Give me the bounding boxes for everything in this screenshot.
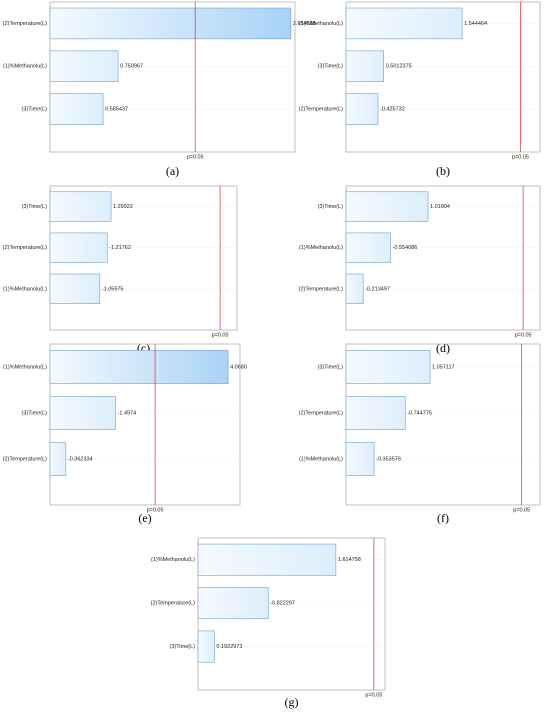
value-label: -0.362334 xyxy=(68,456,93,462)
category-label: (3)Time(L) xyxy=(22,410,48,416)
bar xyxy=(345,396,406,430)
value-label: 1.544464 xyxy=(464,21,487,27)
value-label: -1.21762 xyxy=(109,245,131,251)
caption: (b) xyxy=(436,164,450,178)
value-label: 1.057117 xyxy=(432,364,455,370)
value-label: 4.0680 xyxy=(230,364,247,370)
category-label: (2)Temperature(L) xyxy=(3,245,47,251)
category-label: (2)Temperature(L) xyxy=(3,21,47,27)
bar xyxy=(49,273,101,304)
category-label: (1)%Methanolu(L) xyxy=(299,21,343,27)
value-label: 0.585437 xyxy=(105,107,128,113)
chart: 4.0680 (1)%Methanolu(L) -1.4974 (3)Time(L) -… xyxy=(3,343,247,525)
category-label: (2)Temperature(L) xyxy=(299,286,343,292)
bar xyxy=(197,630,215,663)
chart: 1.01904 (3)Time(L) -0.554086 (1)%Methanolu(… xyxy=(299,185,541,355)
bar xyxy=(49,7,292,40)
caption: (d) xyxy=(436,341,450,355)
bar xyxy=(49,350,229,384)
category-label: (1)%Methanolu(L) xyxy=(299,456,343,462)
category-label: (2)Temperature(L) xyxy=(3,456,47,462)
value-label: 1.01904 xyxy=(430,204,450,210)
bar xyxy=(345,7,463,40)
bar xyxy=(345,273,364,304)
value-label: -1.4974 xyxy=(118,410,137,416)
bar xyxy=(345,232,391,263)
bar xyxy=(345,350,431,384)
chart: 1.057117 (3)Time(L) -0.744775 (2)Temperatur… xyxy=(299,343,541,525)
caption: (e) xyxy=(138,511,151,525)
bar xyxy=(197,543,337,576)
value-label: -0.353576 xyxy=(376,456,401,462)
value-label: -1.05975 xyxy=(102,286,124,292)
category-label: (2)Temperature(L) xyxy=(299,410,343,416)
category-label: (3)Time(L) xyxy=(22,107,48,113)
caption: (a) xyxy=(166,164,179,178)
value-label: 0.5012375 xyxy=(386,64,412,70)
bar xyxy=(49,396,116,430)
reference-label: p=0.05 xyxy=(512,154,529,160)
bar xyxy=(49,232,108,263)
category-label: (3)Time(L) xyxy=(22,204,48,210)
chart: 1.544464 (1)%Methanolu(L) 0.5012375 (3)Time… xyxy=(299,1,541,178)
value-label: 1.29922 xyxy=(113,204,133,210)
category-label: (2)Temperature(L) xyxy=(151,601,195,607)
category-label: (2)Temperature(L) xyxy=(299,107,343,113)
chart: 1.614758 (1)%Methanolu(L) -0.822297 (2)Temp… xyxy=(151,537,386,709)
category-label: (1)%Methanolu(L) xyxy=(3,364,47,370)
value-label: -0.425732 xyxy=(380,107,405,113)
bar xyxy=(345,93,379,125)
reference-label: p=0.05 xyxy=(515,332,532,338)
value-label: 1.614758 xyxy=(338,557,361,563)
reference-label: p=0.05 xyxy=(365,692,382,698)
category-label: (1)%Methanolu(L) xyxy=(151,557,195,563)
caption: (f) xyxy=(437,511,449,525)
bar xyxy=(49,93,104,125)
bar xyxy=(197,587,269,620)
value-label: -0.554086 xyxy=(393,245,418,251)
bar xyxy=(345,442,375,476)
category-label: (3)Time(L) xyxy=(318,204,344,210)
category-label: (1)%Methanolu(L) xyxy=(3,286,47,292)
caption: (g) xyxy=(285,695,299,709)
chart: 2.654565 (2)Temperature(L) 0.750967 (1)%Met… xyxy=(3,1,316,178)
category-label: (3)Time(L) xyxy=(170,644,196,650)
category-label: (3)Time(L) xyxy=(318,364,344,370)
category-label: (1)%Methanolu(L) xyxy=(3,64,47,70)
reference-label: p=0.05 xyxy=(513,507,530,513)
value-label: 2.654565 xyxy=(293,21,316,27)
value-label: -0.744775 xyxy=(407,410,432,416)
reference-label: p=0.05 xyxy=(147,507,164,513)
chart: 1.29922 (3)Time(L) -1.21762 (2)Temperature(… xyxy=(3,185,238,355)
bar xyxy=(49,50,119,83)
bar xyxy=(345,191,429,222)
value-label: 0.1922973 xyxy=(216,644,242,650)
reference-label: p=0.05 xyxy=(212,332,229,338)
reference-label: p=0.05 xyxy=(187,154,204,160)
bar xyxy=(345,50,384,83)
category-label: (3)Time(L) xyxy=(318,64,344,70)
value-label: 0.750967 xyxy=(120,64,143,70)
bar xyxy=(49,442,67,476)
category-label: (1)%Methanolu(L) xyxy=(299,245,343,251)
value-label: -0.822297 xyxy=(270,601,295,607)
value-label: -0.213497 xyxy=(365,286,390,292)
bar xyxy=(49,191,112,222)
